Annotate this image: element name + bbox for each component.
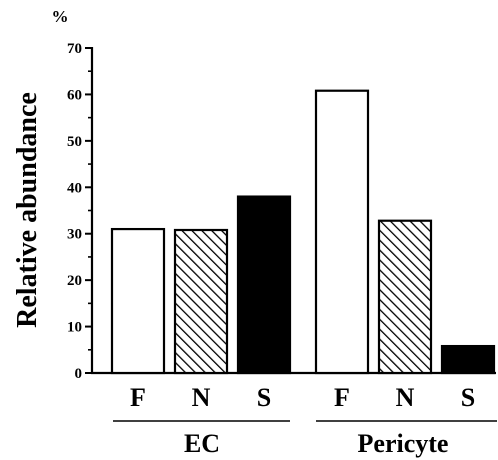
y-tick-label: 70 [67,41,82,57]
group-label: EC [184,429,220,458]
y-tick-label: 0 [75,366,83,382]
group-label: Pericyte [358,429,449,458]
category-label: F [130,383,146,412]
category-label: S [461,383,475,412]
category-label: N [192,383,211,412]
category-label: N [396,383,415,412]
bar-ec-f [110,227,166,375]
bar-ec-n [173,228,229,375]
y-tick-label: 10 [67,320,82,336]
y-tick-label: 40 [67,180,82,196]
bar-pericyte-f [314,89,370,375]
category-label: F [334,383,350,412]
bar-pericyte-s [440,344,496,375]
y-tick-label: 50 [67,134,82,150]
category-label: S [257,383,271,412]
bar-pericyte-n [377,219,433,375]
y-axis-label: Relative abundance [12,92,43,328]
y-tick-label: 60 [67,87,82,103]
bars [110,89,496,375]
y-tick-label: 20 [67,273,82,289]
category-labels: F N S EC F N S Pericyte [113,383,497,458]
bar-ec-s [236,195,292,375]
y-tick-label: 30 [67,227,82,243]
unit-label: % [52,7,69,26]
